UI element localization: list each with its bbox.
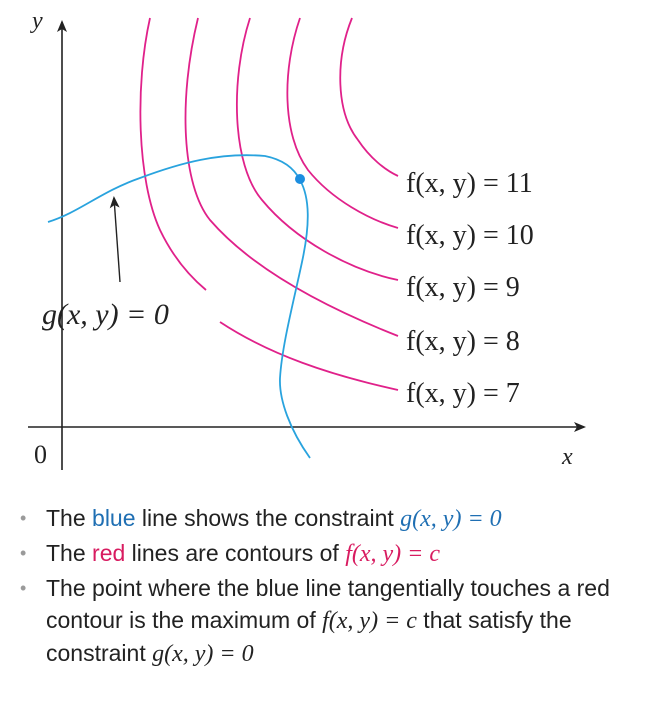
contour-math: f(x, y) = c — [345, 541, 440, 567]
contour-curve-8 — [184, 17, 399, 337]
contour-curve-10 — [286, 17, 399, 229]
x-axis-label: x — [561, 444, 573, 470]
bullet-dot: • — [20, 543, 27, 563]
bullet-tangency: • The point where the blue line tangenti… — [20, 572, 640, 670]
tangency-point — [295, 174, 305, 184]
contour-curve-11 — [339, 17, 399, 177]
bullet-dot: • — [20, 508, 27, 528]
explanation-list: • The blue line shows the constraint g(x… — [20, 502, 640, 672]
bullet-text: line shows the constraint — [135, 505, 401, 531]
contour-label-8: f(x, y) = 8 — [406, 326, 520, 357]
blue-word: blue — [92, 505, 136, 531]
bullet-text: The point where the blue line tangential… — [46, 575, 610, 633]
bullet-text: The — [46, 540, 93, 566]
origin-label: 0 — [34, 440, 47, 469]
bullet-dot: • — [20, 578, 27, 598]
contour-label-9: f(x, y) = 9 — [406, 272, 520, 303]
constraint-math-2: g(x, y) = 0 — [152, 641, 254, 667]
bullet-contours: • The red lines are contours of f(x, y) … — [20, 537, 640, 570]
contour-label-7: f(x, y) = 7 — [406, 378, 520, 409]
objective-math: f(x, y) = c — [322, 608, 417, 634]
bullet-text: lines are contours of — [125, 540, 346, 566]
contour-labels: f(x, y) = 11 f(x, y) = 10 f(x, y) = 9 f(… — [406, 168, 534, 409]
contour-curves — [139, 17, 399, 391]
constraint-label: g(x, y) = 0 — [42, 298, 169, 331]
contour-curve-9 — [236, 17, 399, 281]
constraint-pointer-arrow — [109, 196, 121, 283]
contour-label-11: f(x, y) = 11 — [406, 168, 533, 199]
y-axis-label: y — [30, 8, 43, 34]
contour-label-10: f(x, y) = 10 — [406, 220, 534, 251]
red-word: red — [92, 540, 126, 566]
lagrange-figure: y x 0 f(x, y) = 11 f(x, y) = 10 f(x, y) … — [28, 8, 586, 470]
bullet-text: that satisfy the constraint — [46, 607, 572, 666]
bullet-constraint: • The blue line shows the constraint g(x… — [20, 502, 640, 535]
bullet-text: The — [46, 505, 93, 531]
contour-curve-7 — [139, 17, 399, 391]
constraint-math: g(x, y) = 0 — [400, 506, 502, 532]
